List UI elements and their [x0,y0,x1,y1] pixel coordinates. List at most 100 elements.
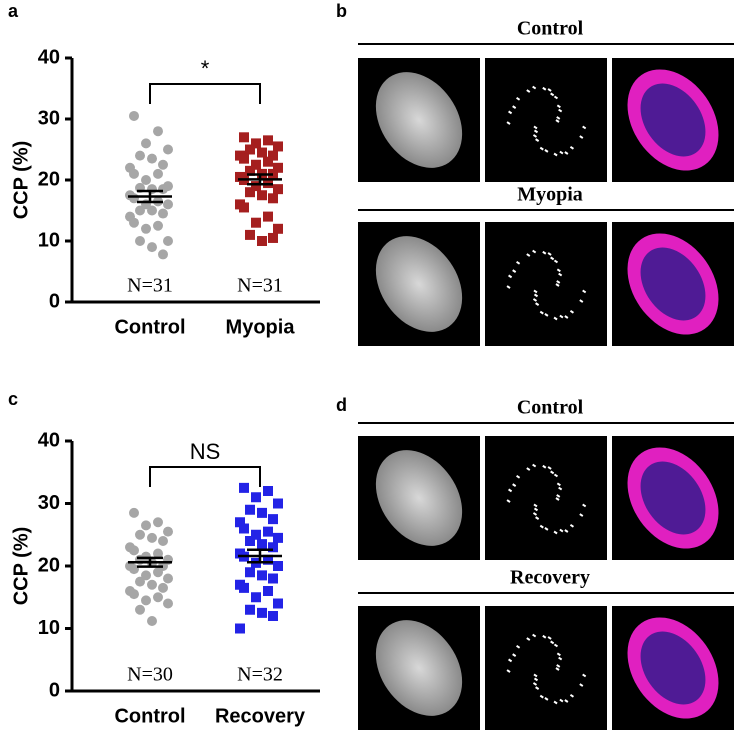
nucleus [375,620,463,716]
data-point [263,135,273,146]
data-point [163,236,173,246]
x-tick-label: Recovery [215,705,306,727]
data-point [263,586,273,596]
data-point [239,582,249,593]
data-point [251,159,261,170]
data-point [273,184,283,195]
data-point [141,570,151,581]
data-point [263,554,273,565]
n-label: N=31 [127,275,173,297]
data-point [129,217,139,228]
data-point [163,598,173,609]
nucleus-core [640,247,706,321]
x-tick-label: Control [114,705,185,727]
y-tick-label: 0 [49,290,60,312]
data-point [239,482,249,493]
data-point [147,153,157,164]
data-point [147,579,157,590]
nucleus [375,450,463,546]
nucleus [375,236,463,332]
data-point [129,545,139,556]
n-label: N=32 [237,664,283,686]
data-point [268,514,278,525]
n-label: N=31 [237,275,283,297]
data-point [245,536,255,546]
data-point [141,175,151,185]
data-point [245,504,255,515]
data-point [158,184,168,195]
data-point [147,242,157,253]
data-point [235,623,245,634]
row-title: Recovery [510,567,590,589]
data-point [257,570,267,581]
data-point [153,517,163,528]
y-tick-label: 40 [38,429,60,451]
data-point [245,165,255,176]
data-point [257,539,267,550]
micrograph [485,436,607,560]
y-axis-label: CCP (%) [10,141,32,220]
data-point [239,202,249,213]
micrograph [485,222,607,346]
micrograph [485,606,607,730]
data-point [273,498,283,509]
data-point [245,604,255,615]
data-point [129,589,139,600]
data-point [268,193,278,204]
data-point [147,532,157,543]
x-tick-label: Myopia [226,316,296,338]
y-tick-label: 10 [38,617,60,639]
significance-label: * [201,56,210,81]
data-point [251,529,261,540]
data-point [147,205,157,216]
data-point [251,217,261,228]
y-tick-label: 10 [38,229,60,251]
data-point [135,205,145,216]
data-point [273,141,283,152]
data-point [153,592,163,603]
data-point [158,249,168,260]
cluster-outline [506,633,587,705]
data-point [153,168,163,179]
panel-label: a [8,1,19,21]
data-point [268,542,278,553]
data-point [251,138,261,149]
y-axis-label: CCP (%) [10,527,32,606]
significance-bracket [149,83,261,104]
row-title: Control [517,397,584,419]
cluster-outline [506,463,587,535]
error-bar [247,548,273,564]
data-point [257,236,267,246]
data-point [273,162,283,173]
data-point [129,168,139,179]
y-tick-label: 0 [49,679,60,701]
data-point [245,144,255,155]
data-point [251,592,261,603]
data-point [141,520,151,531]
panel-label: d [336,395,347,415]
error-bar [137,189,163,204]
data-point [268,611,278,621]
data-point [257,190,267,201]
data-point [235,517,245,528]
data-point [141,223,151,234]
data-point [245,567,255,578]
data-point [273,598,283,609]
data-point [153,567,163,578]
data-point [268,150,278,161]
nucleus [375,72,463,168]
y-tick-label: 20 [38,168,60,190]
data-point [158,159,168,170]
y-tick-label: 40 [38,46,60,68]
significance-label: NS [190,439,221,464]
error-bar [247,173,273,186]
data-point [239,132,249,143]
x-tick-label: Control [114,316,185,338]
data-point [239,153,249,164]
data-point [163,573,173,584]
data-point [245,187,255,198]
panel-label: c [8,389,18,409]
data-point [263,211,273,222]
micrograph [485,58,607,182]
